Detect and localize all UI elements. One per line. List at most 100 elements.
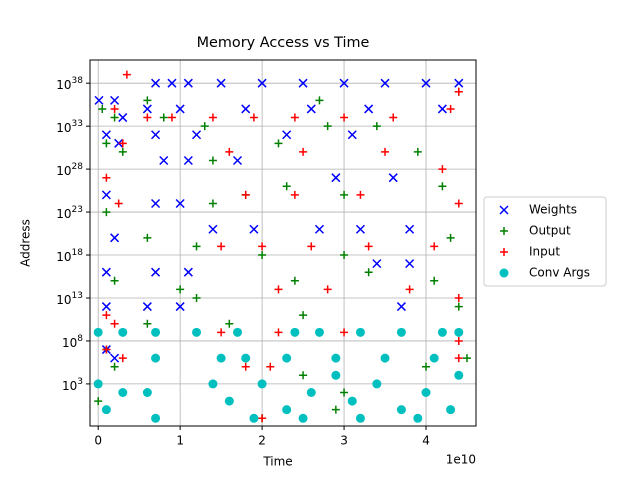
point: [208, 156, 217, 165]
point: [306, 387, 316, 397]
y-tick-label: 1038: [56, 76, 83, 92]
point: [389, 113, 398, 122]
point: [355, 327, 365, 337]
legend-label: Weights: [529, 203, 577, 217]
chart-title: Memory Access vs Time: [197, 35, 370, 51]
point: [323, 122, 332, 131]
legend-label: Input: [529, 245, 560, 259]
point: [208, 199, 217, 208]
point: [299, 147, 308, 156]
point: [217, 242, 226, 251]
point: [208, 379, 218, 389]
y-tick-label: 108: [62, 333, 83, 349]
point: [438, 165, 447, 174]
point: [396, 327, 406, 337]
point: [101, 267, 111, 277]
point: [422, 362, 431, 371]
point: [364, 268, 373, 277]
point: [340, 388, 349, 397]
plot-frame: [89, 59, 477, 427]
point: [314, 327, 324, 337]
x-offset-label: 1e10: [446, 453, 476, 467]
point: [258, 414, 267, 423]
point: [454, 370, 464, 380]
point: [192, 242, 201, 251]
point: [110, 353, 120, 363]
point: [151, 353, 161, 363]
point: [364, 242, 373, 251]
point: [241, 362, 250, 371]
point: [224, 396, 234, 406]
point: [298, 413, 308, 423]
point: [159, 155, 169, 166]
point: [225, 319, 234, 328]
x-tick-label: 3: [340, 434, 348, 448]
x-tick-label: 0: [94, 434, 102, 448]
point: [183, 155, 193, 166]
point: [192, 327, 202, 337]
legend-marker: [499, 268, 509, 278]
point: [364, 104, 374, 114]
point: [323, 285, 332, 294]
point: [355, 413, 365, 423]
point: [396, 302, 406, 312]
point: [232, 155, 243, 166]
point: [274, 285, 283, 294]
point: [176, 285, 185, 294]
point: [102, 311, 111, 320]
point: [151, 413, 161, 423]
point: [380, 78, 390, 88]
point: [429, 353, 439, 363]
point: [102, 173, 111, 182]
point: [314, 224, 324, 234]
point: [454, 327, 464, 337]
point: [143, 96, 152, 105]
point: [257, 78, 267, 88]
point: [274, 139, 283, 148]
point: [331, 173, 341, 183]
point: [142, 387, 152, 397]
point: [257, 379, 267, 389]
legend-label: Conv Args: [529, 266, 590, 280]
point: [437, 104, 447, 114]
point: [381, 147, 390, 156]
point: [331, 370, 341, 380]
point: [249, 224, 259, 234]
point: [446, 104, 455, 113]
y-tick-label: 1018: [56, 248, 83, 264]
x-tick-label: 4: [422, 434, 430, 448]
legend-marker: [500, 227, 508, 235]
point: [306, 104, 316, 114]
point: [122, 70, 131, 79]
legend-marker: [500, 248, 508, 256]
point: [118, 139, 127, 148]
point: [454, 354, 463, 363]
point: [454, 293, 463, 302]
point: [446, 405, 456, 415]
point: [102, 208, 111, 217]
x-tick-label: 2: [258, 434, 266, 448]
point: [339, 78, 349, 88]
point: [421, 387, 431, 397]
point: [340, 190, 349, 199]
point: [110, 362, 119, 371]
point: [94, 397, 103, 406]
y-tick-label: 1033: [56, 119, 83, 135]
point: [208, 224, 218, 234]
legend-marker: [499, 205, 509, 215]
point: [340, 113, 349, 122]
point: [347, 130, 357, 140]
point: [388, 173, 398, 183]
point: [249, 413, 259, 423]
point: [102, 139, 111, 148]
point: [340, 251, 349, 260]
point: [225, 147, 234, 156]
point: [110, 104, 119, 113]
point: [372, 379, 382, 389]
point: [258, 251, 267, 260]
point: [110, 95, 120, 105]
point: [98, 104, 107, 113]
point: [114, 138, 124, 148]
point: [151, 327, 161, 337]
